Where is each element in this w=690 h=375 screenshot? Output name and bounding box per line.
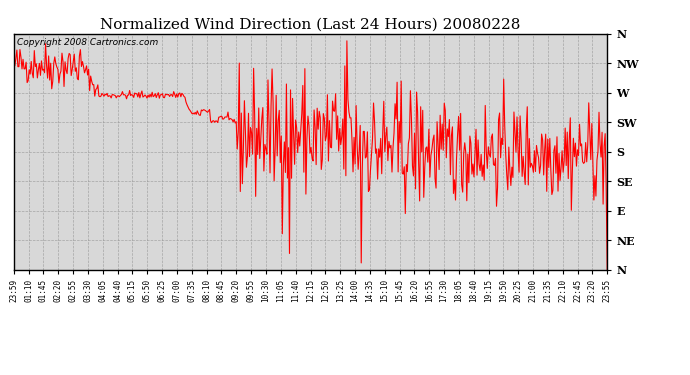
Text: Copyright 2008 Cartronics.com: Copyright 2008 Cartronics.com (17, 39, 158, 48)
Title: Normalized Wind Direction (Last 24 Hours) 20080228: Normalized Wind Direction (Last 24 Hours… (100, 17, 521, 31)
